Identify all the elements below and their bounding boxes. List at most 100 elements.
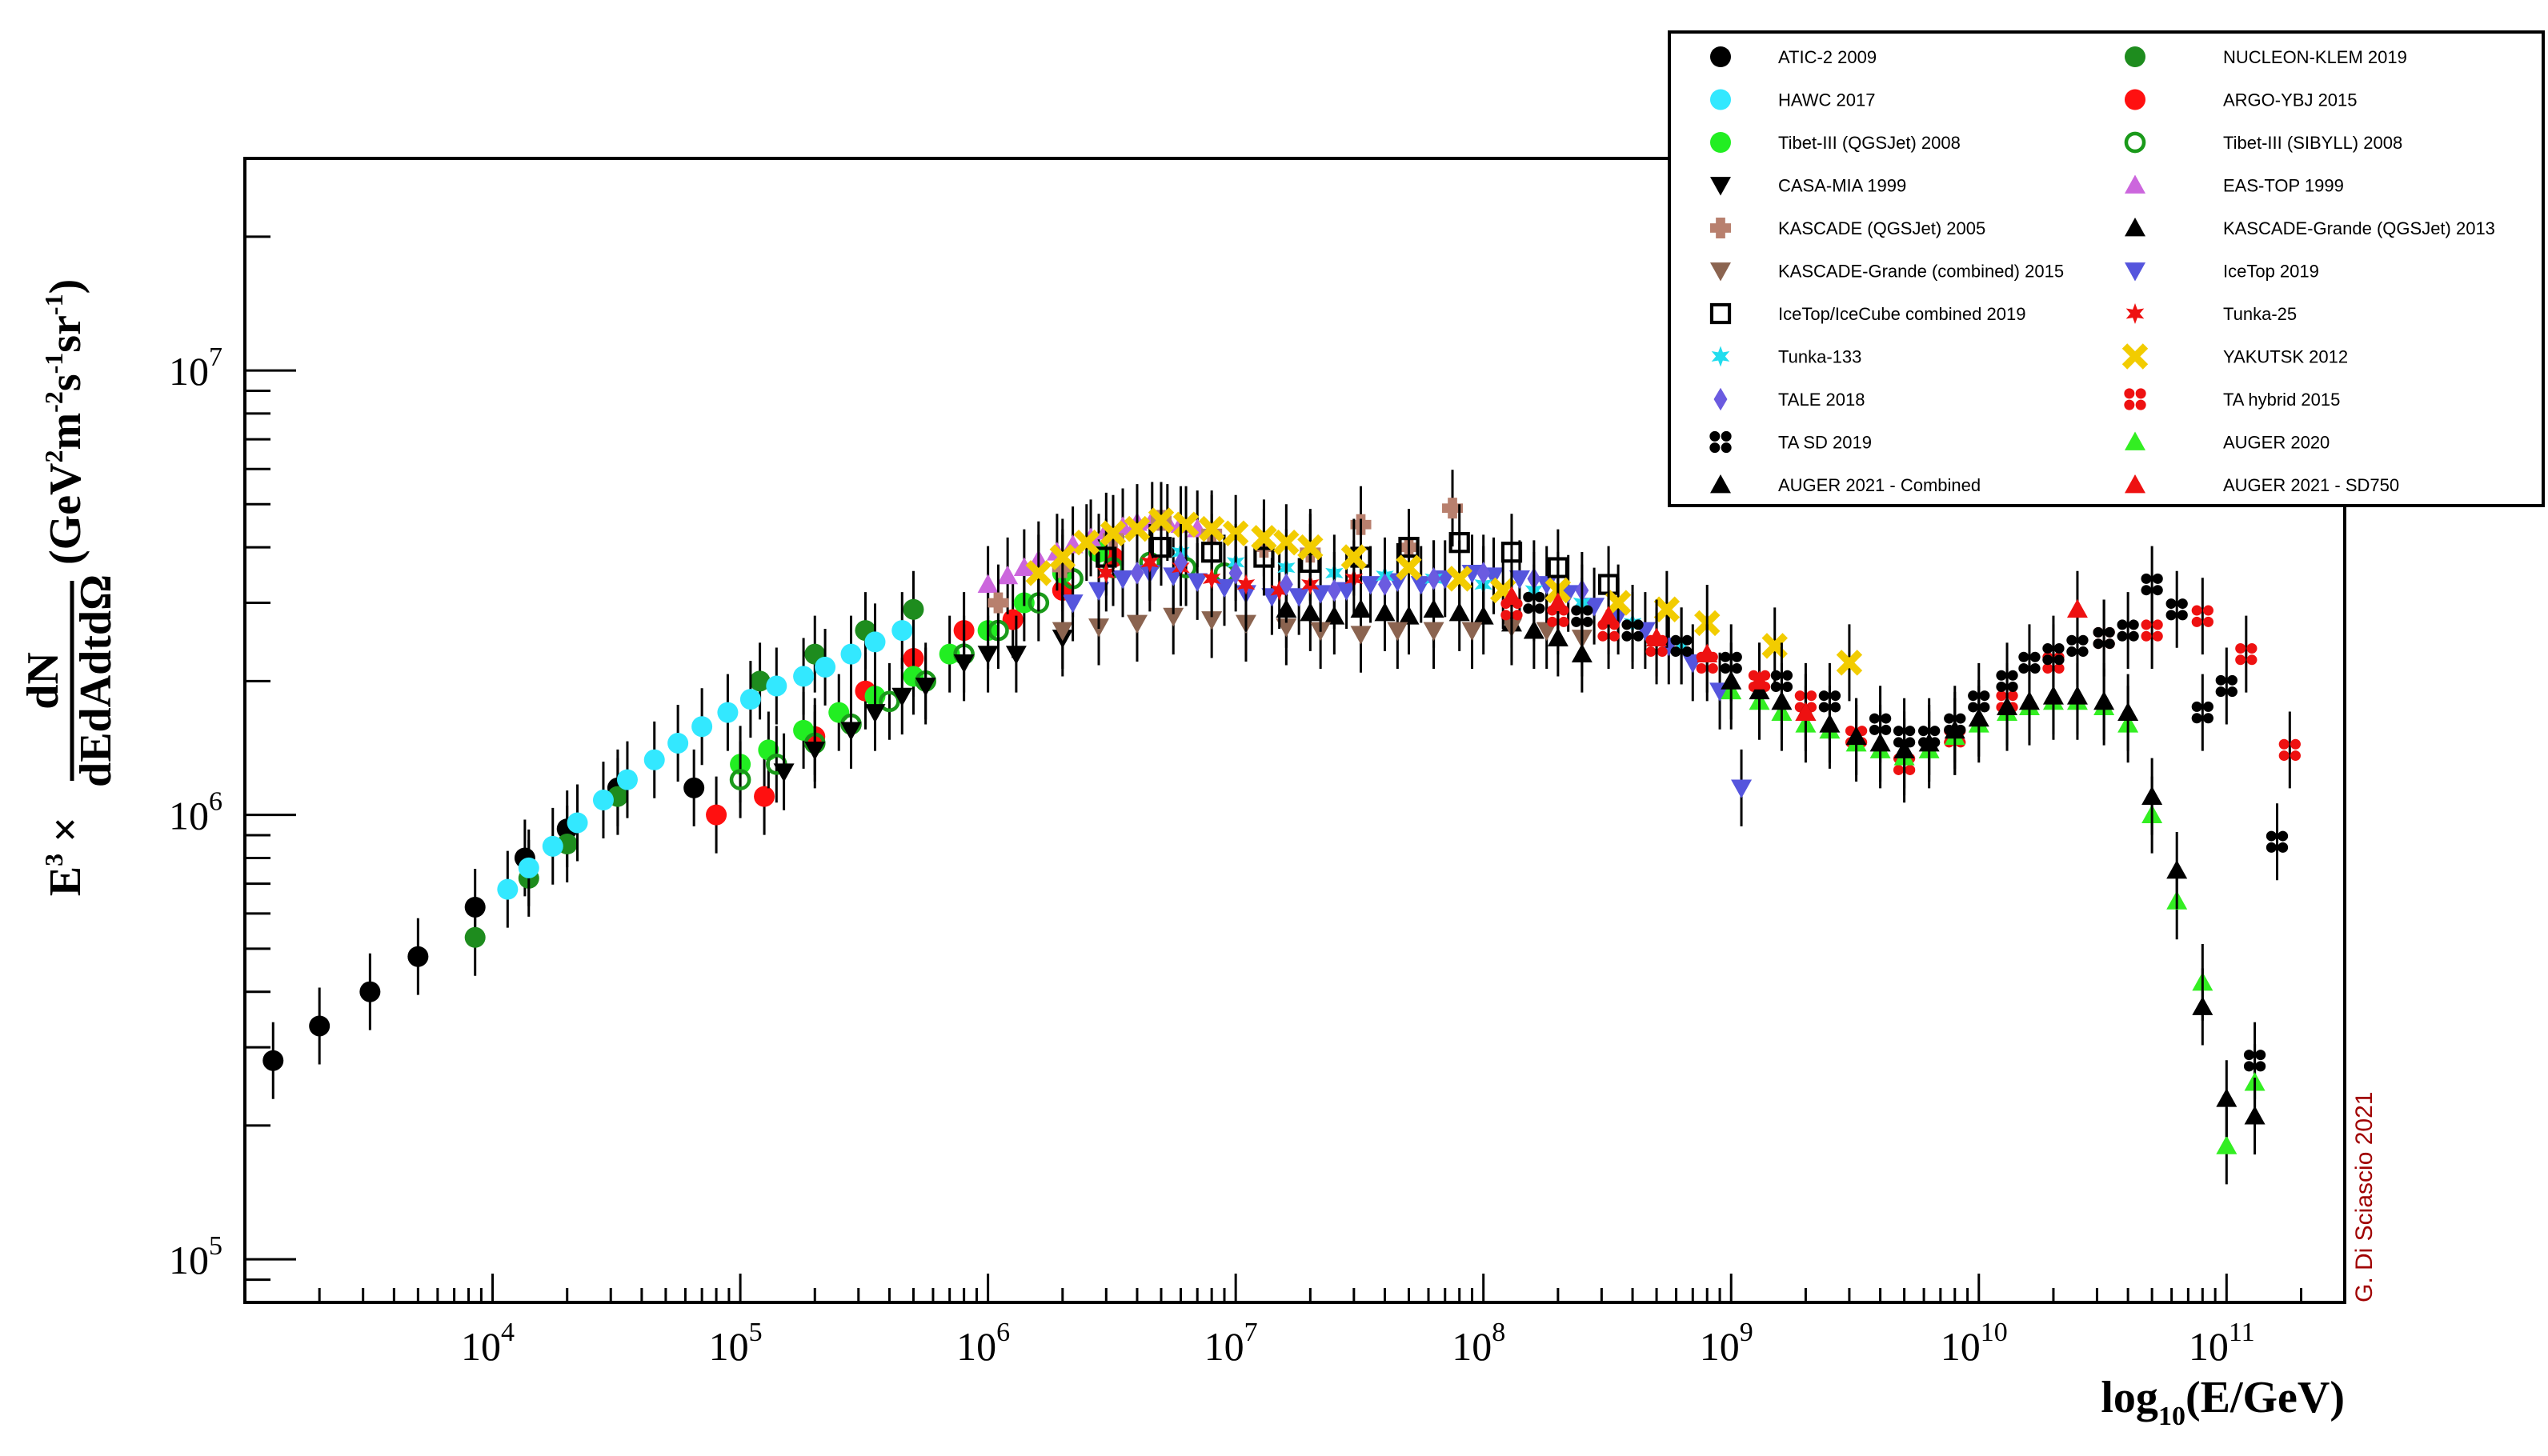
data-point [567,812,588,834]
data-point [2266,830,2289,853]
data-point [1968,690,1990,713]
data-point [1571,605,1593,627]
data-point [1387,622,1408,642]
plot-frame [243,157,2346,1304]
data-point [2215,674,2238,698]
data-point [1794,690,1817,713]
data-point [1112,570,1134,590]
data-point [2018,651,2041,674]
data-point [891,620,913,642]
data-point [2066,634,2089,658]
data-point [2243,1050,2266,1072]
x-tick-label: 107 [1204,1318,1258,1369]
data-point [1350,626,1372,645]
data-point [915,678,936,697]
data-point [1771,690,1793,710]
data-point [1297,534,1324,561]
legend-marker [2121,343,2149,370]
data-point [1130,562,1144,585]
data-point [1598,606,1620,625]
data-point [754,786,775,807]
data-point [309,1015,331,1037]
data-point [864,631,886,653]
data-point [407,946,429,967]
legend-label: IceTop/IceCube combined 2019 [1778,304,2025,324]
data-point [2166,860,2188,879]
data-point [592,790,614,811]
data-point [1423,622,1444,642]
data-point [1547,592,1568,611]
legend-label: ATIC-2 2009 [1778,47,1877,67]
data-point [1327,578,1341,602]
data-point [1073,529,1100,556]
x-tick-label: 104 [461,1318,515,1369]
data-point [1795,702,1817,721]
data-point [2278,738,2301,762]
legend-marker [1710,89,1731,110]
data-point [864,704,886,723]
data-point [1818,690,1841,713]
data-point [1213,578,1235,598]
data-point [1446,566,1472,592]
data-point [1968,707,1989,727]
data-point [2117,619,2139,642]
data-point [2191,605,2213,627]
data-point [2191,701,2213,724]
data-point [840,643,862,665]
legend-marker [2124,388,2146,410]
data-point [667,732,689,754]
data-point [706,804,727,826]
legend-marker [2124,131,2146,154]
data-point [1646,627,1668,646]
legend-label: EAS-TOP 1999 [2223,176,2344,196]
data-point [1869,732,1891,752]
legend-label: KASCADE-Grande (QGSJet) 2013 [2223,218,2495,238]
legend-label: TA hybrid 2015 [2223,390,2340,410]
data-point [1236,574,1256,595]
data-point [1198,515,1225,542]
data-point [2192,996,2213,1015]
legend-label: AUGER 2021 - Combined [1778,475,1981,495]
data-point [1340,544,1368,570]
legend-marker [2125,474,2145,494]
legend-label: ARGO-YBJ 2015 [2223,90,2358,110]
data-point [518,857,539,878]
data-point [1427,567,1441,590]
data-point [2042,686,2064,705]
y-axis-title: E3 × dN dEdAdtdΩ (GeV2m-2s-1sr-1) [18,279,121,897]
legend-label: Tunka-25 [2223,304,2297,324]
x-tick-label: 1010 [1941,1318,2008,1369]
data-point [2093,690,2115,710]
data-point [1410,576,1432,595]
data-point [2141,619,2163,642]
legend-label: CASA-MIA 1999 [1778,176,1906,196]
data-point [616,769,638,790]
credit-label: G. Di Sciascio 2021 [2351,1092,2378,1302]
data-point [1944,719,1965,739]
legend-marker [2125,89,2145,110]
data-point [977,646,999,665]
data-point [1172,511,1200,538]
legend-label: AUGER 2021 - SD750 [2223,475,2399,495]
series-21 [1500,558,2088,751]
legend-label: TALE 2018 [1778,390,1865,410]
legend-label: Tibet-III (SIBYLL) 2008 [2223,133,2402,153]
data-point [1749,670,1770,690]
y-tick-label: 105 [169,1231,222,1282]
data-point [1918,732,1940,752]
y-tick-label: 106 [169,787,222,838]
legend-marker [1710,474,1731,494]
data-point [793,719,815,741]
data-point [1378,573,1392,596]
data-point [1997,696,2018,715]
data-point [1476,562,1491,585]
data-point [793,666,815,687]
data-point [1270,580,1288,601]
data-point [683,777,705,798]
data-point [2216,1088,2238,1107]
data-point [1124,515,1151,542]
data-point [2235,643,2258,666]
data-point [1508,570,1530,590]
data-point [2141,573,2163,596]
data-point [1088,582,1110,601]
